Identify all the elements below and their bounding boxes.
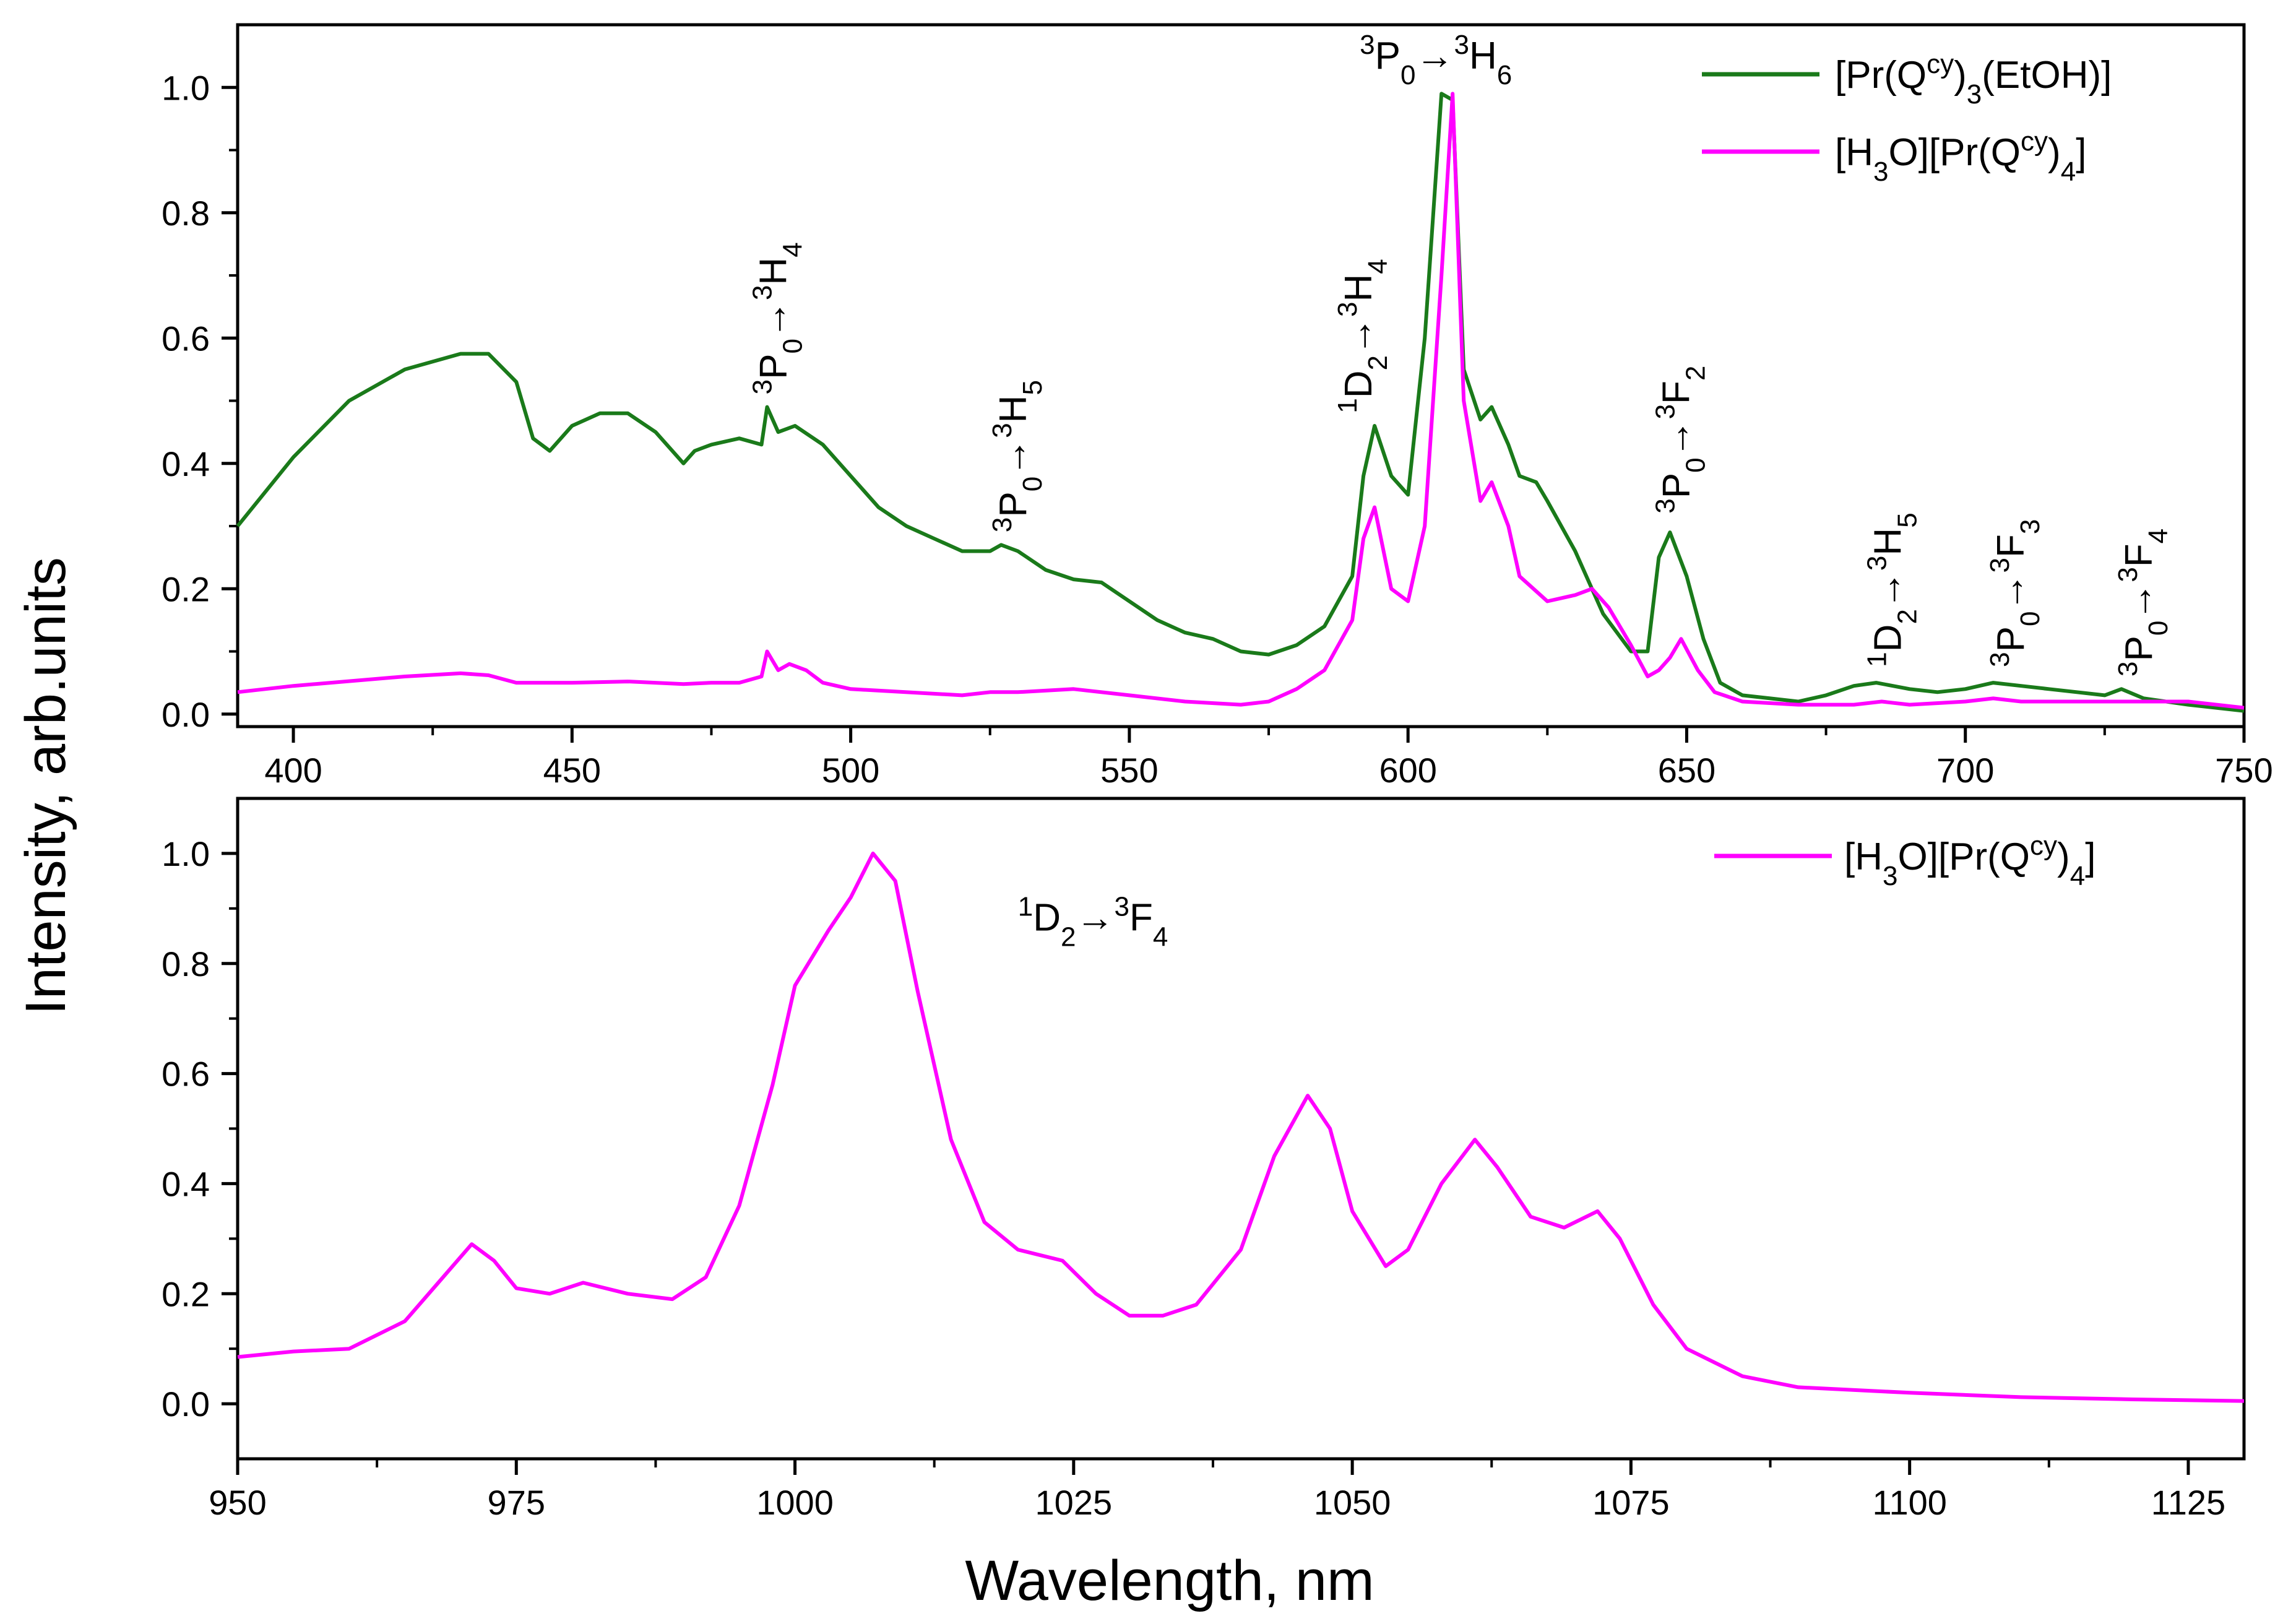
transition-label: 3P0→3H4 (747, 242, 808, 394)
x-tick-label: 700 (1936, 751, 1994, 790)
series-line-1 (237, 851, 2245, 1403)
x-tick-label: 1050 (1314, 1483, 1391, 1522)
top-legend: [Pr(Qcy)3(EtOH)] [H3O][Pr(Qcy)4] (1702, 49, 2112, 187)
series-line-1 (236, 92, 2245, 713)
transition-label: 3P0→3F2 (1650, 366, 1711, 514)
y-tick-label: 0.8 (162, 944, 210, 983)
transition-label: 3P0→3H5 (986, 380, 1047, 532)
x-tick-label: 975 (488, 1483, 545, 1522)
x-tick-label: 950 (209, 1483, 266, 1522)
y-tick-label: 0.2 (162, 569, 210, 608)
legend-label-series-2: [H3O][Pr(Qcy)4] (1835, 126, 2086, 187)
transition-label: 1D2→3H5 (1862, 512, 1922, 667)
legend-label-bottom-series: [H3O][Pr(Qcy)4] (1844, 831, 2095, 891)
bottom-axes: 950 975 1000 1025 1050 1075 1100 1125 0.0 0.2 0.4 0… (162, 834, 2225, 1522)
x-tick-label: 500 (822, 751, 879, 790)
y-tick-label: 0.0 (162, 1385, 210, 1424)
y-tick-label: 0.6 (162, 1055, 210, 1094)
x-tick-label: 450 (543, 751, 601, 790)
series-line-2 (237, 92, 2245, 710)
top-plot-frame (236, 23, 2246, 728)
y-tick-label: 0.2 (162, 1274, 210, 1313)
x-tick-label: 550 (1100, 751, 1158, 790)
x-tick-label: 400 (264, 751, 322, 790)
bottom-plot-frame (236, 797, 2246, 1461)
y-tick-label: 1.0 (162, 834, 210, 873)
x-tick-label: 750 (2215, 751, 2272, 790)
x-tick-label: 1125 (2151, 1483, 2225, 1522)
top-annotations: 3P0→3H6 3P0→3H4 3P0→3H5 1D2→3H4 3P0→3F2 1D2→3… (747, 29, 2173, 676)
transition-label: 3P0→3F3 (1984, 519, 2045, 667)
y-tick-label: 0.8 (162, 194, 210, 233)
transition-label: 1D2→3H4 (1332, 259, 1393, 413)
transition-label: 1D2→3F4 (1018, 891, 1168, 952)
y-tick-label: 1.0 (162, 68, 210, 107)
y-tick-label: 0.0 (162, 695, 210, 734)
x-tick-label: 1000 (756, 1483, 834, 1522)
x-tick-label: 1025 (1035, 1483, 1113, 1522)
y-tick-label: 0.6 (162, 319, 210, 358)
top-axes: 400 450 500 550 600 650 700 750 0.0 0.2 0.4 0.6 0.8 1… (162, 68, 2273, 790)
x-tick-label: 600 (1379, 751, 1436, 790)
y-tick-label: 0.4 (162, 444, 210, 483)
legend-label-series-1: [Pr(Qcy)3(EtOH)] (1835, 49, 2112, 110)
y-tick-label: 0.4 (162, 1164, 210, 1203)
y-axis-title: Intensity, arb.units (14, 557, 77, 1015)
bottom-legend: [H3O][Pr(Qcy)4] (1714, 831, 2095, 891)
bottom-annotations: 1D2→3F4 (1018, 891, 1168, 952)
x-tick-label: 650 (1658, 751, 1716, 790)
top-series-group (236, 92, 2245, 713)
bottom-series-group (237, 851, 2245, 1403)
x-tick-label: 1100 (1872, 1483, 1946, 1522)
transition-label: 3P0→3H6 (1360, 29, 1512, 90)
x-tick-label: 1075 (1592, 1483, 1670, 1522)
transition-label: 3P0→3F4 (2112, 529, 2173, 676)
x-axis-title: Wavelength, nm (965, 1549, 1374, 1612)
